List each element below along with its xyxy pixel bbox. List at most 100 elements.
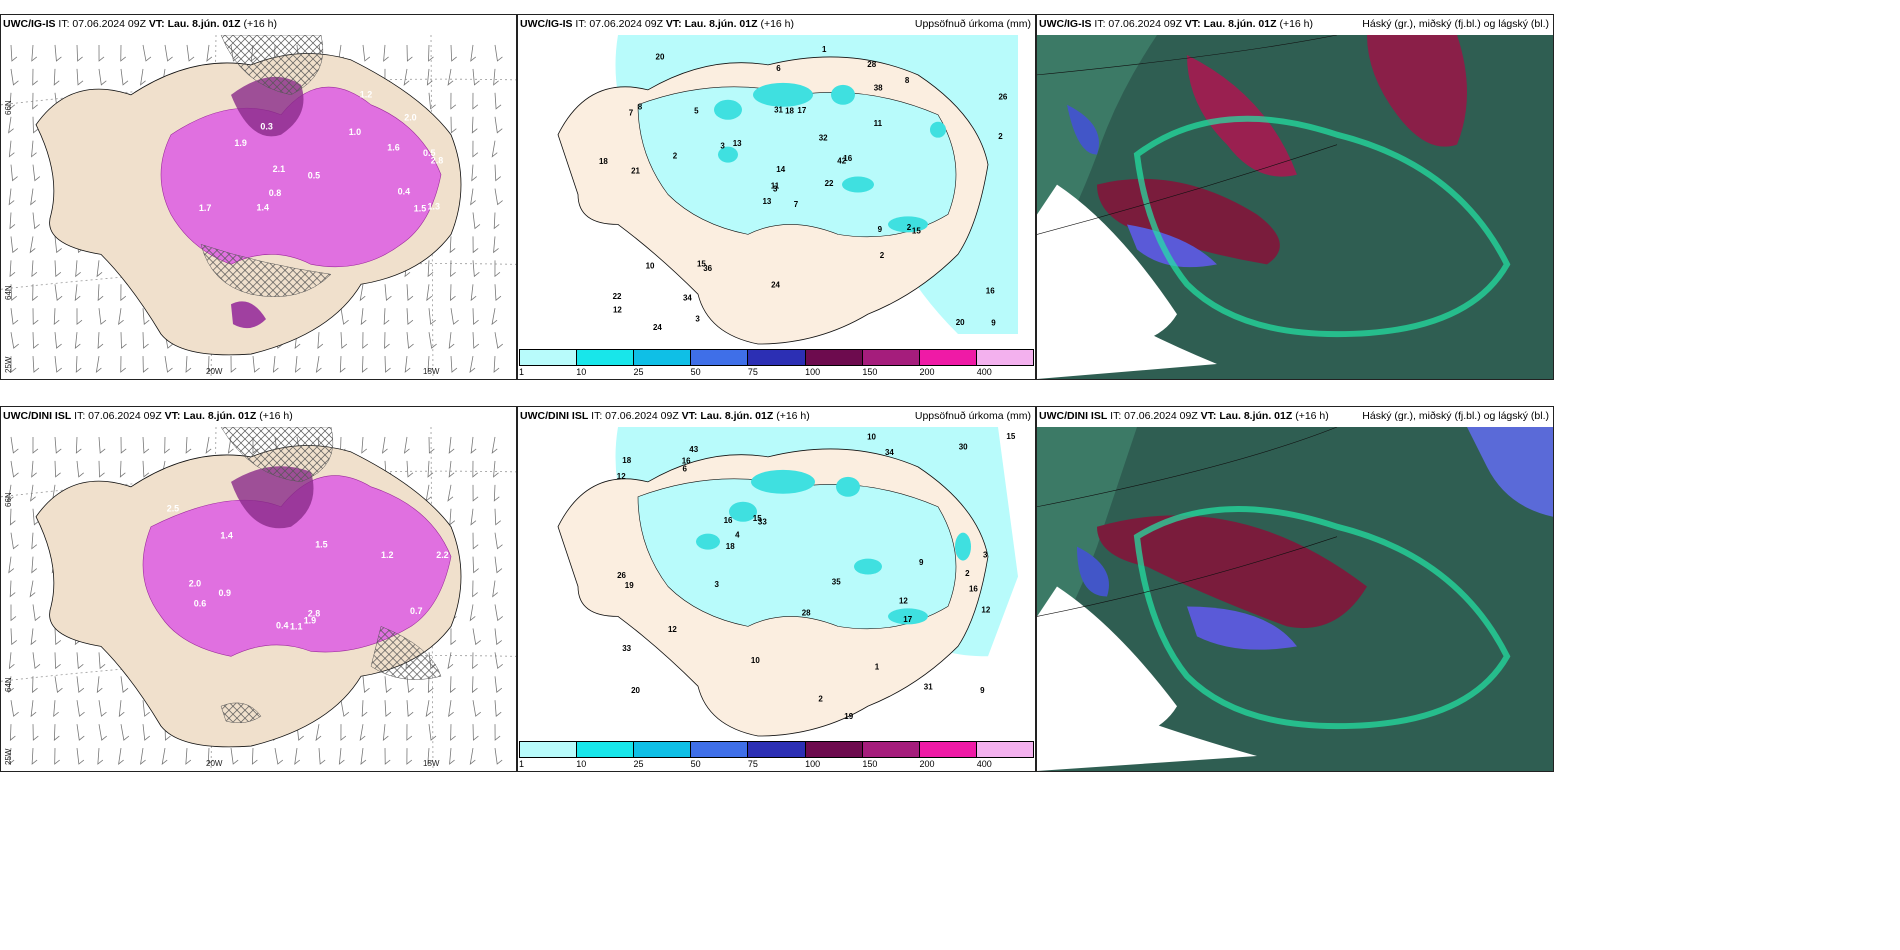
- colorbar-tick-label: 75: [747, 759, 758, 769]
- wind-barb: [31, 460, 37, 478]
- wind-barb: [469, 604, 476, 622]
- colorbar-tick-label: 50: [690, 367, 701, 377]
- wind-barb: [76, 44, 83, 62]
- wind-barb: [494, 332, 504, 349]
- map-area: 0.4 2.8 1.5 2.5 2.2 0.6 1.9 2.0 1.2 1.4 0.9 0.7 1.1: [1, 427, 516, 771]
- wind-barb: [32, 724, 39, 741]
- colorbar-tick-label: 1: [519, 759, 525, 769]
- wind-barb: [406, 724, 413, 741]
- wind-barb: [98, 308, 107, 325]
- precip-value-label: 20: [656, 52, 665, 61]
- wind-barb: [491, 140, 498, 158]
- wind-barb: [318, 748, 326, 765]
- lead-time: (+16 h): [760, 18, 795, 30]
- wind-barb: [493, 484, 500, 502]
- lead-time: (+16 h): [1279, 18, 1314, 30]
- wind-barb: [450, 92, 457, 110]
- init-time: IT: 07.06.2024 09Z: [1094, 18, 1182, 30]
- precip-value-label: 7: [629, 109, 634, 118]
- lon-label: 25W: [4, 748, 13, 765]
- precip-value-label: 16: [682, 456, 691, 465]
- precip-value-label: 26: [617, 571, 626, 580]
- lat-label: 66N: [4, 100, 13, 115]
- wind-barb: [493, 236, 499, 254]
- precip-value-label: 43: [689, 445, 698, 454]
- colorbar-swatch: [976, 742, 1033, 757]
- wind-barb: [96, 676, 103, 694]
- map-canvas: [1037, 35, 1553, 379]
- wind-barb: [470, 188, 476, 206]
- wind-barb: [403, 68, 410, 86]
- wind-barb: [381, 436, 388, 454]
- wind-barb: [164, 44, 173, 62]
- wind-barb: [252, 356, 260, 373]
- precip-value-label: 13: [763, 197, 772, 206]
- precip-rate-label: 2.8: [431, 155, 443, 165]
- precip-rate-label: 1.5: [414, 204, 426, 214]
- wind-barb: [30, 484, 36, 502]
- precip-rate-label: 0.4: [398, 186, 410, 196]
- colorbar-ticks: 1 10 25 50 75 100 150 200 400: [519, 759, 1034, 771]
- wind-barb: [491, 436, 498, 454]
- map-area: [1037, 427, 1553, 771]
- wind-barb: [8, 748, 15, 765]
- wind-barb: [274, 747, 284, 765]
- precip-value-label: 2: [907, 223, 912, 232]
- wind-barb: [317, 332, 324, 349]
- colorbar-swatch: [805, 742, 863, 757]
- precip-value-label: 18: [726, 542, 735, 551]
- wind-barb: [494, 508, 501, 526]
- model-name: UWC/DINI ISL: [520, 410, 589, 422]
- wind-barb: [31, 748, 38, 765]
- map-area: 12 16 20 43 33 31 33 34 16 19 12 26 18 9 10 3 28 35 15 12 15…: [518, 427, 1035, 741]
- wind-barb: [98, 700, 107, 717]
- valid-time: VT: Lau. 8.jún. 01Z: [665, 18, 758, 30]
- panel-precip-phase-row2: UWC/DINI ISL IT: 07.06.2024 09Z VT: Lau.…: [0, 406, 517, 772]
- precip-value-label: 15: [1006, 432, 1015, 441]
- wind-barb: [492, 580, 498, 598]
- wind-barb: [359, 284, 366, 302]
- wind-barb: [98, 652, 106, 670]
- wind-barb: [449, 236, 456, 254]
- colorbar-tick-label: 25: [633, 367, 644, 377]
- wind-barb: [384, 332, 390, 349]
- precip-value-label: 32: [819, 133, 828, 142]
- precip-rate-label: 0.3: [260, 121, 272, 131]
- wind-barb: [406, 44, 413, 62]
- precip-rate-label: 1.9: [304, 615, 316, 625]
- wind-barb: [450, 284, 456, 302]
- wind-barb: [54, 436, 62, 454]
- wind-barb: [472, 532, 479, 550]
- wind-barb: [54, 460, 61, 478]
- wind-barb: [205, 436, 212, 454]
- wind-barb: [494, 652, 503, 670]
- precip-rate-label: 0.5: [308, 170, 320, 180]
- precip-value-label: 12: [617, 472, 626, 481]
- wind-barb: [472, 724, 479, 741]
- wind-barb: [10, 68, 19, 86]
- wind-barb: [472, 484, 479, 502]
- wind-barb: [472, 332, 480, 349]
- wind-barb: [98, 68, 107, 86]
- precip-rate-label: 0.9: [219, 588, 231, 598]
- wind-barb: [53, 724, 60, 741]
- wind-barb: [448, 700, 454, 718]
- wind-barb: [10, 164, 18, 182]
- precip-rate-label: 2.0: [189, 579, 201, 589]
- wind-barb: [8, 652, 15, 670]
- precip-rate-label: 0.6: [194, 599, 206, 609]
- map-area: 0.3 0.5 1.0 2.8 2.1 1.3 0.8 1.2 1.5 2.0 1.9 0.4 1.6 1…: [1, 35, 516, 379]
- init-time: IT: 07.06.2024 09Z: [58, 18, 146, 30]
- wind-barb: [142, 700, 150, 717]
- colorbar: 1 10 25 50 75 100 150 200 400: [518, 349, 1035, 379]
- wind-barb: [315, 724, 322, 742]
- wind-barb: [427, 260, 434, 278]
- wind-barb: [361, 436, 368, 454]
- map-canvas: 7732242362817382220921261311243132101312…: [557, 35, 1018, 345]
- precip-rate-label: 1.9: [234, 138, 246, 148]
- precip-rate-label: 1.7: [199, 203, 211, 213]
- wind-barb: [31, 532, 38, 550]
- wind-barb: [32, 604, 41, 622]
- wind-barb: [120, 284, 127, 302]
- lead-time: (+16 h): [259, 410, 293, 422]
